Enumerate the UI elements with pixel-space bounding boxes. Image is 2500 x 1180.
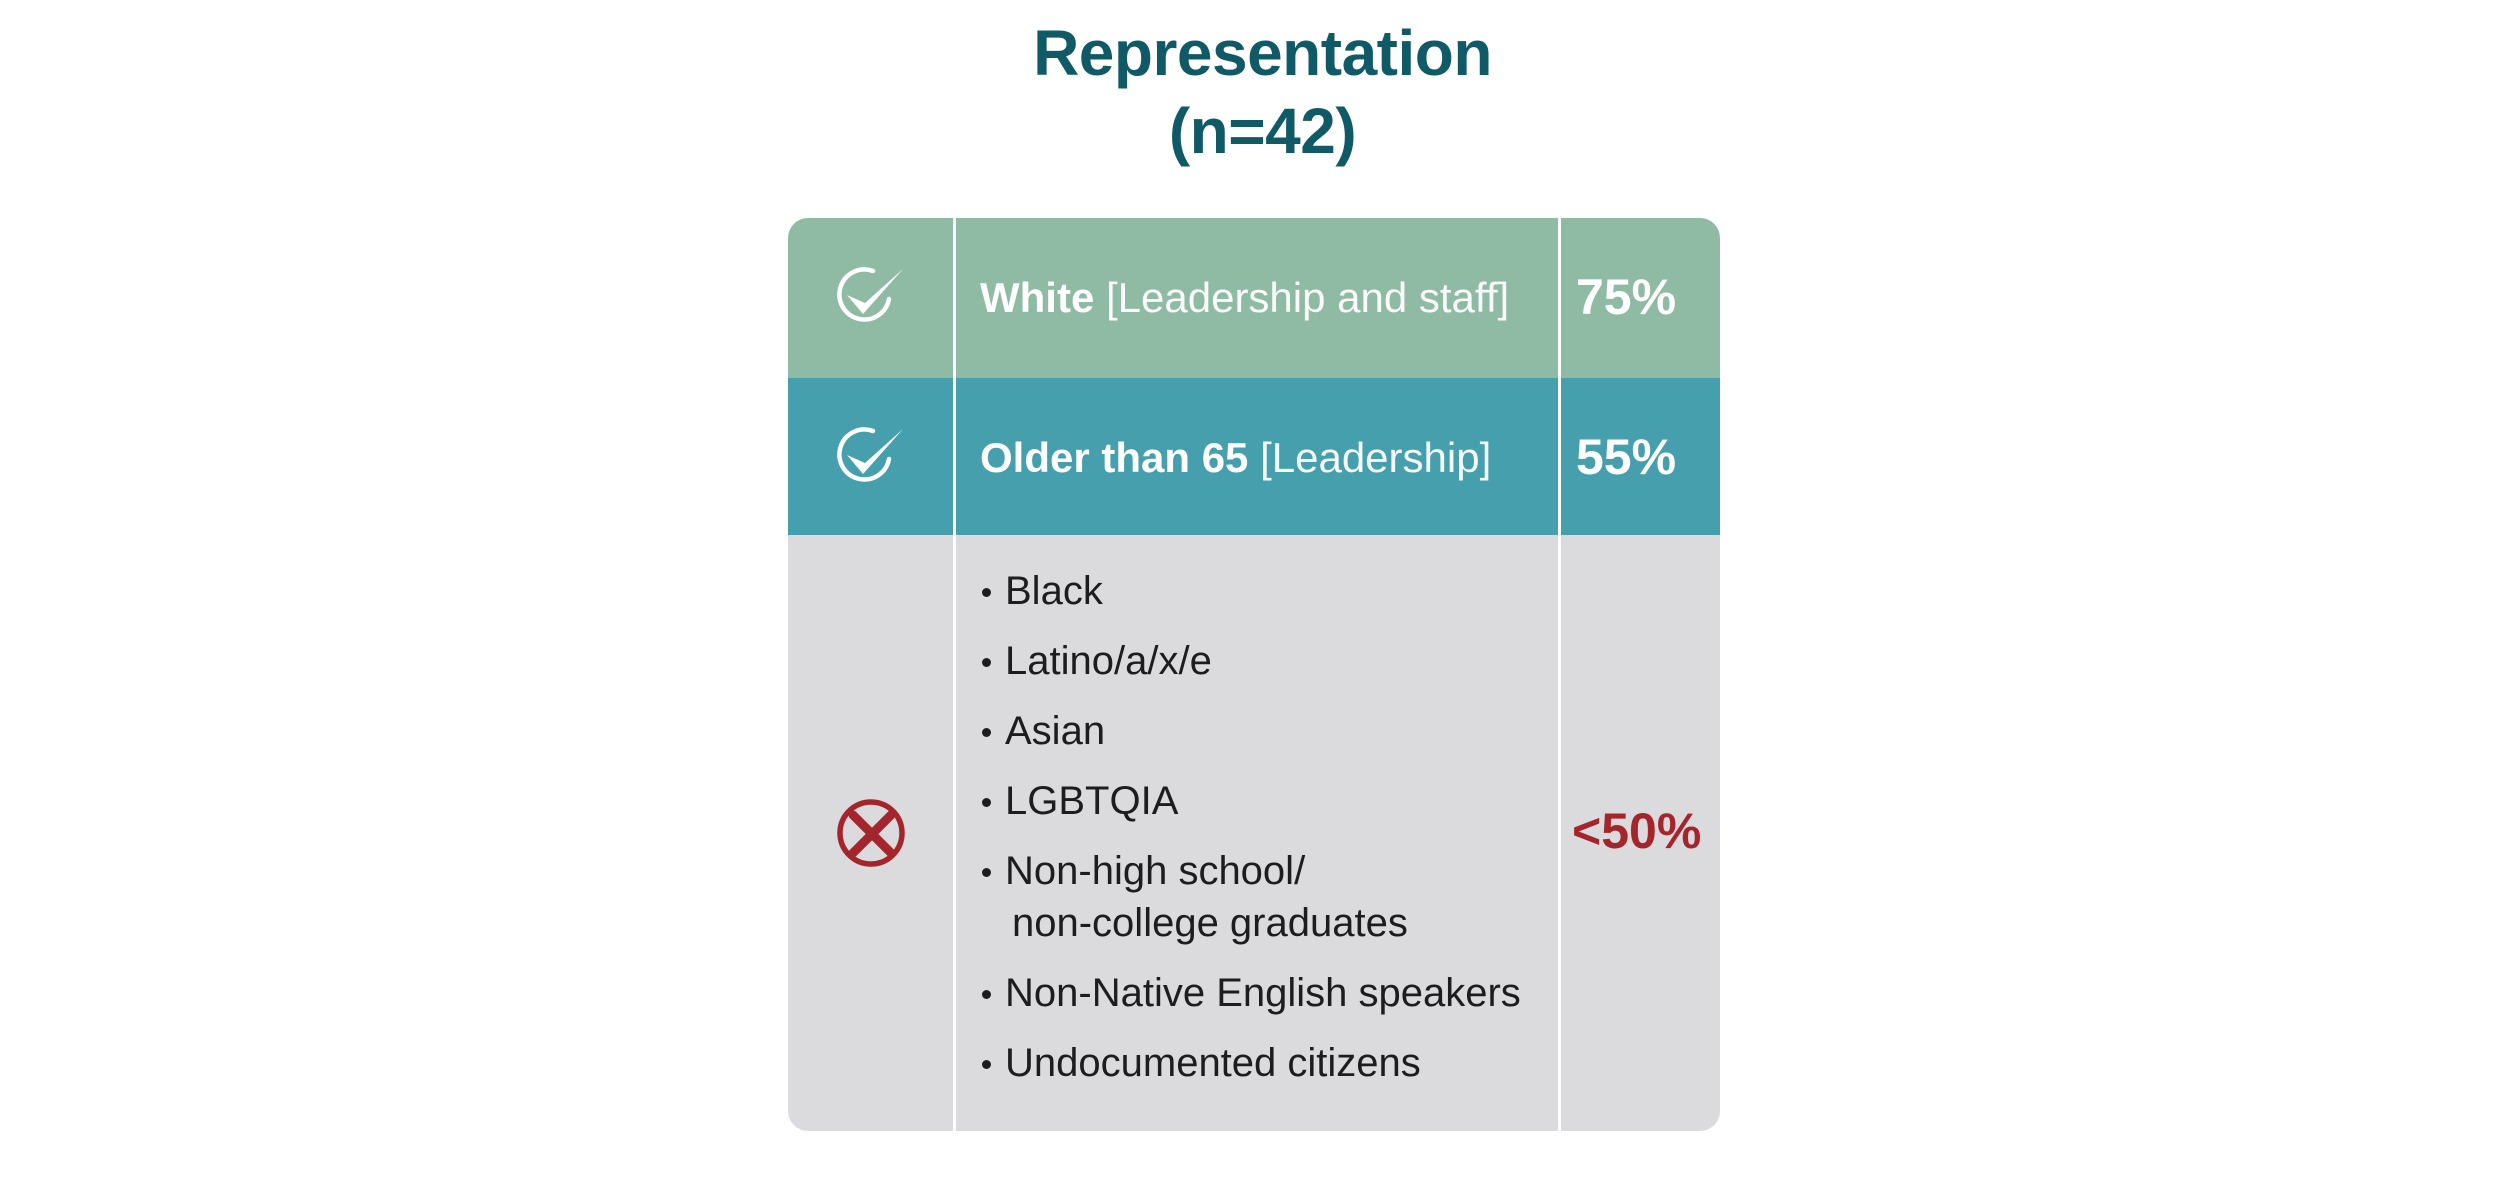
list-item-text: LGBTQIA: [1005, 779, 1179, 823]
title-line-1: Representation: [1033, 17, 1492, 89]
list-item: Non-Native English speakers: [980, 967, 1521, 1019]
list-item: Latino/a/x/e: [980, 635, 1521, 687]
list-item-text: Latino/a/x/e: [1005, 639, 1212, 683]
check-circle-icon: [837, 267, 903, 322]
list-item-text: Undocumented citizens: [1005, 1041, 1421, 1085]
column-divider: [1558, 218, 1561, 1131]
representation-table: White [Leadership and staff] 75% Older t…: [788, 218, 1720, 1131]
label-strong: Older than 65: [980, 434, 1249, 481]
title-line-2: (n=42): [1168, 95, 1357, 167]
list-item-text-continued: non-college graduates: [1012, 901, 1408, 945]
list-item-text: Black: [1005, 569, 1103, 613]
list-item: LGBTQIA: [980, 775, 1521, 827]
percent-value: 55%: [1576, 429, 1677, 485]
list-item-text: Non-Native English speakers: [1005, 971, 1521, 1015]
row-underrepresented: Black Latino/a/x/e Asian LGBTQIA Non-hig…: [788, 535, 1720, 1131]
column-divider: [953, 218, 956, 1131]
check-circle-icon: [837, 427, 903, 482]
x-circle-icon: [837, 799, 905, 867]
label-detail: [Leadership]: [1260, 434, 1492, 481]
label-strong: White: [980, 274, 1095, 321]
list-item-text: Asian: [1005, 709, 1106, 753]
label-detail: [Leadership and staff]: [1105, 274, 1510, 321]
row-label: Older than 65 [Leadership]: [980, 433, 1555, 483]
percent-value: <50%: [1572, 803, 1702, 859]
list-item: Undocumented citizens: [980, 1037, 1521, 1089]
list-item: Black: [980, 565, 1521, 617]
list-item-text: Non-high school/: [1005, 849, 1306, 893]
list-item: Non-high school/ non-college graduates: [980, 845, 1521, 949]
row-white: White [Leadership and staff] 75%: [788, 218, 1720, 378]
row-older-than-65: Older than 65 [Leadership] 55%: [788, 378, 1720, 535]
underrepresented-list: Black Latino/a/x/e Asian LGBTQIA Non-hig…: [980, 565, 1521, 1107]
list-item: Asian: [980, 705, 1521, 757]
row-label: White [Leadership and staff]: [980, 273, 1555, 323]
page-title: Representation (n=42): [0, 14, 2500, 170]
percent-value: 75%: [1576, 269, 1677, 325]
